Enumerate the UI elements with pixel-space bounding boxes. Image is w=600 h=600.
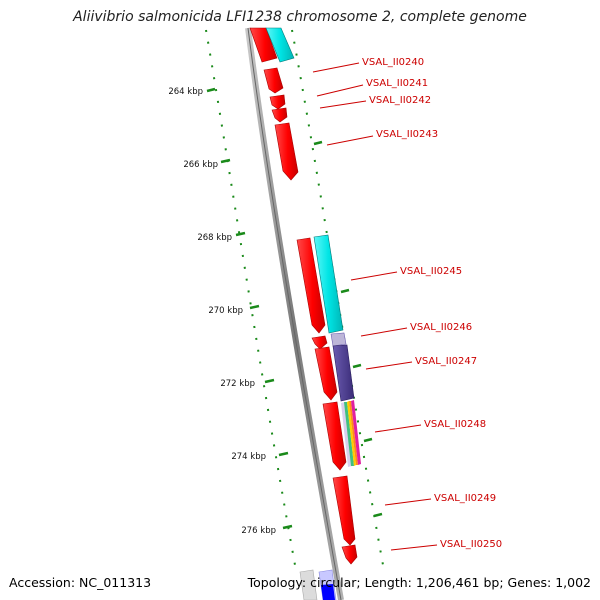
label-leader: [350, 271, 398, 281]
gene-label: VSAL_II0250: [440, 539, 502, 550]
gene-label: VSAL_II0243: [376, 129, 438, 140]
scale-label: 276 kbp: [241, 526, 276, 536]
gene-label: VSAL_II0248: [424, 419, 486, 430]
cds-feature: [299, 569, 318, 600]
scale-label: 270 kbp: [208, 306, 243, 316]
gene-label: VSAL_II0246: [410, 322, 472, 333]
scale-ticks: [206, 87, 383, 530]
cds-feature: [332, 475, 356, 546]
label-leader: [312, 62, 360, 73]
cog-feature: [265, 27, 295, 63]
scale-label: 266 kbp: [183, 160, 218, 170]
gene-label: VSAL_II0249: [434, 493, 496, 504]
cds-feature: [322, 401, 347, 471]
label-leader: [326, 135, 374, 146]
scale-label: 274 kbp: [231, 452, 266, 462]
label-leader: [365, 361, 413, 370]
cog-feature: [332, 344, 355, 402]
gene-label: VSAL_II0242: [369, 95, 431, 106]
gene-label: VSAL_II0240: [362, 57, 424, 68]
map-title: Aliivibrio salmonicida LFI1238 chromosom…: [73, 9, 527, 25]
cog-feature: [313, 234, 344, 334]
multicolor-cog-feature: [341, 400, 361, 467]
gene-label: VSAL_II0245: [400, 266, 462, 277]
cds-feature: [296, 237, 326, 334]
gene-label: VSAL_II0241: [366, 78, 428, 89]
cds-feature: [249, 27, 278, 63]
label-leader: [360, 327, 408, 337]
cog-feature: [321, 584, 335, 600]
label-leader: [384, 498, 432, 506]
genome-summary-text: Topology: circular; Length: 1,206,461 bp…: [247, 575, 591, 590]
cds-feature: [263, 67, 284, 94]
outer-dotted-arc: [291, 29, 384, 566]
cog-feature: [330, 332, 347, 347]
cds-feature: [311, 335, 328, 350]
scale-label: 268 kbp: [197, 233, 232, 243]
cds-feature: [341, 544, 358, 565]
gene-label: VSAL_II0247: [415, 356, 477, 367]
cds-feature: [271, 107, 288, 123]
genome-backbone-inner: [247, 27, 342, 600]
cds-feature: [314, 346, 338, 401]
label-leader: [316, 84, 364, 97]
scale-label: 272 kbp: [220, 379, 255, 389]
cds-feature: [274, 122, 299, 181]
cds-feature: [269, 94, 286, 110]
label-leader: [319, 100, 367, 109]
label-leader: [374, 424, 422, 433]
scale-label: 264 kbp: [168, 87, 203, 97]
label-leader: [390, 544, 438, 551]
accession-text: Accession: NC_011313: [9, 575, 152, 590]
scale-dotted-arc: [205, 29, 296, 566]
